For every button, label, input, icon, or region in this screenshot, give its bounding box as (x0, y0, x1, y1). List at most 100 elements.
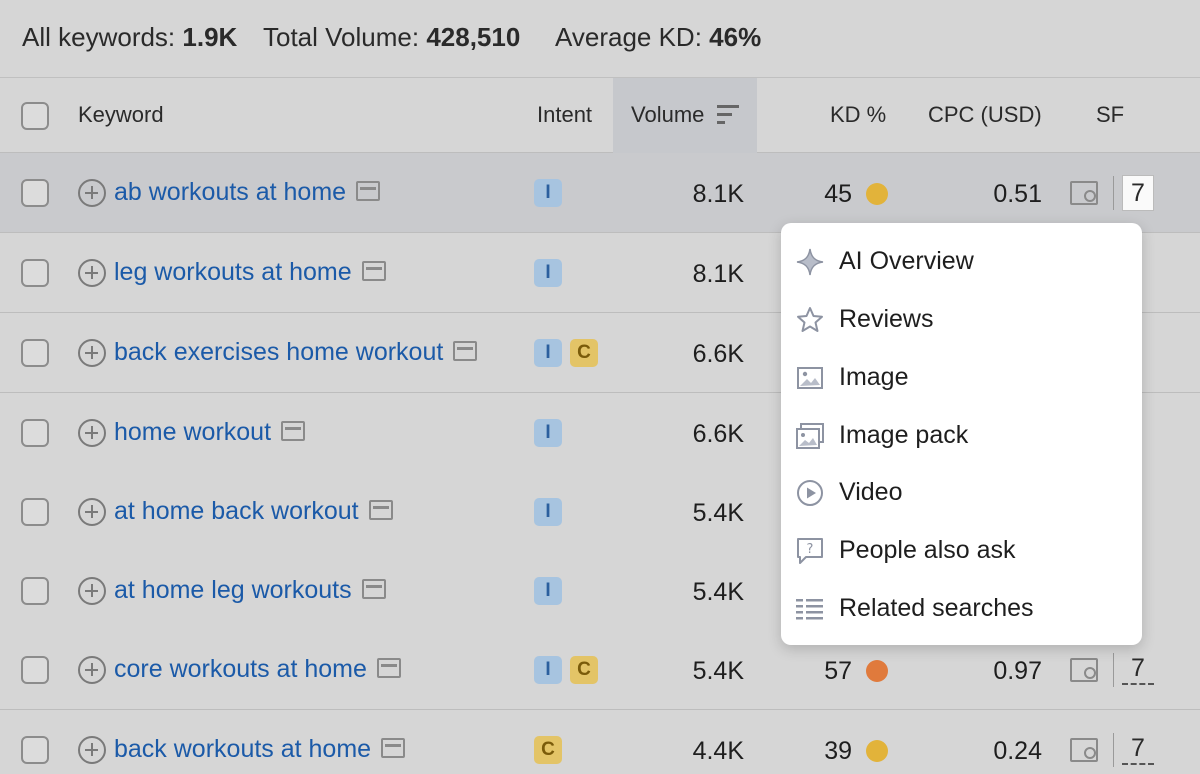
intent-badge-commercial: C (570, 339, 598, 367)
intent-badge-informational: I (534, 179, 562, 207)
serp-feature-image[interactable]: Image (781, 352, 1142, 402)
add-keyword-icon[interactable] (78, 259, 106, 287)
sf-column-header[interactable]: SF (1096, 102, 1125, 127)
volume-value: 6.6K (692, 420, 744, 448)
row-checkbox[interactable] (21, 339, 49, 367)
keyword-link[interactable]: at home back workout (114, 497, 393, 526)
sparkle-icon (796, 248, 824, 276)
keyword-column-header[interactable]: Keyword (78, 102, 164, 127)
serp-features-icon[interactable] (1070, 181, 1098, 205)
keyword-link[interactable]: leg workouts at home (114, 258, 386, 287)
keyword-link[interactable]: at home leg workouts (114, 576, 386, 605)
cpc-value: 0.97 (993, 657, 1042, 685)
intent-column-header[interactable]: Intent (537, 102, 593, 127)
keyword-link[interactable]: back workouts at home (114, 735, 406, 764)
volume-value: 5.4K (692, 578, 744, 606)
volume-value: 5.4K (692, 499, 744, 527)
add-keyword-icon[interactable] (78, 419, 106, 447)
svg-text:?: ? (807, 542, 814, 557)
sf-count[interactable]: 7 (1122, 655, 1154, 685)
serp-feature-reviews[interactable]: Reviews (781, 294, 1142, 344)
table-row[interactable]: core workouts at home I C 5.4K 57 0.97 7 (0, 630, 1200, 710)
table-row[interactable]: ab workouts at home I 8.1K 45 0.51 7 (0, 153, 1200, 233)
add-keyword-icon[interactable] (78, 656, 106, 684)
intent-badge-commercial: C (534, 736, 562, 764)
volume-value: 4.4K (692, 737, 744, 765)
serp-snapshot-icon[interactable] (381, 738, 406, 759)
kd-column-header[interactable]: KD % (830, 102, 887, 127)
add-keyword-icon[interactable] (78, 179, 106, 207)
serp-snapshot-icon[interactable] (356, 181, 381, 202)
table-row[interactable]: back workouts at home C 4.4K 39 0.24 7 (0, 710, 1200, 774)
serp-snapshot-icon[interactable] (361, 261, 386, 282)
serp-feature-video[interactable]: Video (781, 467, 1142, 517)
average-kd-stat: Average KD: 46% (555, 22, 762, 52)
add-keyword-icon[interactable] (78, 736, 106, 764)
row-checkbox[interactable] (21, 577, 49, 605)
image-pack-icon (796, 423, 824, 449)
cpc-column-header[interactable]: CPC (USD) (928, 102, 1042, 127)
question-bubble-icon: ? (797, 538, 823, 564)
intent-badge-informational: I (534, 498, 562, 526)
all-keywords-stat: All keywords: 1.9K (22, 22, 238, 52)
serp-feature-image-pack[interactable]: Image pack (781, 410, 1142, 460)
row-checkbox[interactable] (21, 259, 49, 287)
sf-divider (1113, 176, 1114, 210)
row-checkbox[interactable] (21, 656, 49, 684)
intent-badge-informational: I (534, 339, 562, 367)
serp-features-popup: AI Overview Reviews Image Image pack Vid… (781, 223, 1142, 645)
row-checkbox[interactable] (21, 498, 49, 526)
keyword-link[interactable]: ab workouts at home (114, 178, 381, 207)
serp-snapshot-icon[interactable] (368, 500, 393, 521)
volume-value: 8.1K (692, 180, 744, 208)
intent-badge-commercial: C (570, 656, 598, 684)
row-checkbox[interactable] (21, 179, 49, 207)
keyword-link[interactable]: home workout (114, 418, 306, 447)
serp-feature-related-searches[interactable]: Related searches (781, 583, 1142, 633)
kd-difficulty-dot (866, 740, 888, 762)
sf-divider (1113, 733, 1114, 767)
sort-descending-icon[interactable] (717, 104, 741, 126)
keyword-link[interactable]: back exercises home workout (114, 338, 478, 367)
row-checkbox[interactable] (21, 419, 49, 447)
serp-snapshot-icon[interactable] (453, 341, 478, 362)
cpc-value: 0.51 (993, 180, 1042, 208)
intent-badge-informational: I (534, 577, 562, 605)
total-volume-stat: Total Volume: 428,510 (263, 22, 521, 52)
keyword-link[interactable]: core workouts at home (114, 655, 401, 684)
image-icon (797, 367, 823, 389)
volume-value: 5.4K (692, 657, 744, 685)
kd-difficulty-dot (866, 183, 888, 205)
serp-feature-people-also-ask[interactable]: ? People also ask (781, 525, 1142, 575)
cpc-value: 0.24 (993, 737, 1042, 765)
summary-bar: All keywords: 1.9K Total Volume: 428,510… (0, 0, 1200, 78)
play-icon (797, 480, 823, 506)
star-icon (797, 307, 823, 332)
sf-divider (1113, 653, 1114, 687)
serp-features-icon[interactable] (1070, 738, 1098, 762)
list-icon (796, 599, 823, 620)
intent-badge-informational: I (534, 656, 562, 684)
serp-feature-ai-overview[interactable]: AI Overview (781, 236, 1142, 286)
kd-value: 45 (824, 180, 852, 208)
intent-badge-informational: I (534, 259, 562, 287)
kd-value: 39 (824, 737, 852, 765)
sf-count[interactable]: 7 (1122, 735, 1154, 765)
sf-count[interactable]: 7 (1122, 175, 1154, 211)
volume-header-highlight (613, 78, 757, 153)
volume-value: 8.1K (692, 260, 744, 288)
volume-value: 6.6K (692, 340, 744, 368)
row-checkbox[interactable] (21, 736, 49, 764)
serp-snapshot-icon[interactable] (361, 579, 386, 600)
add-keyword-icon[interactable] (78, 577, 106, 605)
serp-features-icon[interactable] (1070, 658, 1098, 682)
volume-column-header[interactable]: Volume (631, 102, 705, 127)
add-keyword-icon[interactable] (78, 498, 106, 526)
intent-badge-informational: I (534, 419, 562, 447)
kd-difficulty-dot (866, 660, 888, 682)
add-keyword-icon[interactable] (78, 339, 106, 367)
serp-snapshot-icon[interactable] (376, 658, 401, 679)
serp-snapshot-icon[interactable] (281, 421, 306, 442)
kd-value: 57 (824, 657, 852, 685)
select-all-checkbox[interactable] (21, 102, 49, 130)
